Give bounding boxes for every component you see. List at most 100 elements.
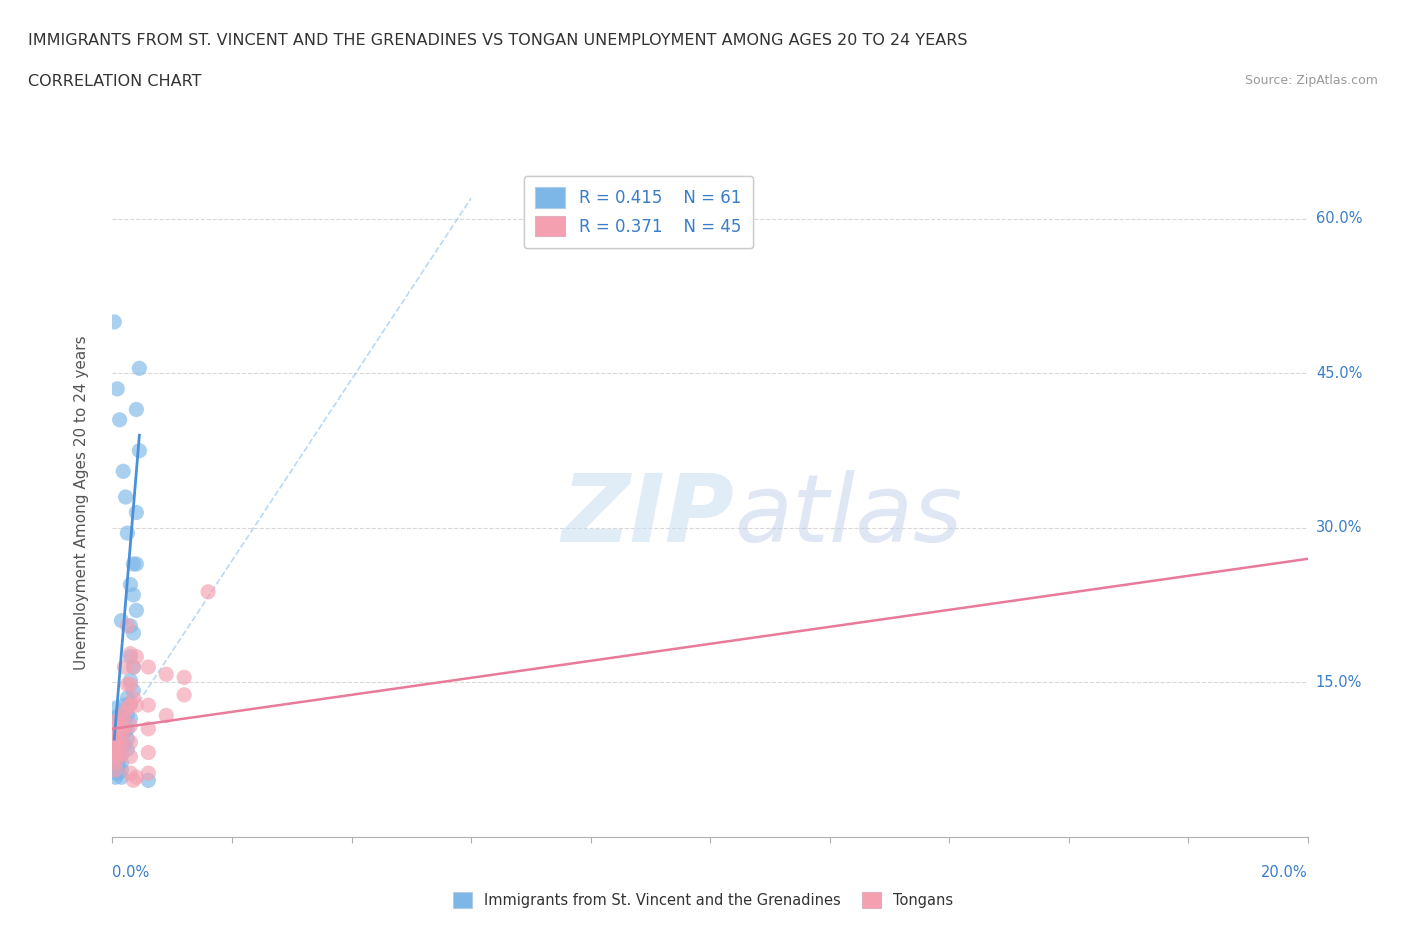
Point bbox=[120, 735, 142, 750]
Point bbox=[104, 735, 127, 750]
Point bbox=[120, 711, 142, 726]
Point bbox=[110, 714, 132, 729]
Point bbox=[107, 745, 129, 760]
Point bbox=[197, 584, 219, 599]
Point bbox=[114, 722, 135, 737]
Point bbox=[103, 314, 125, 329]
Point bbox=[114, 489, 136, 504]
Point bbox=[104, 722, 127, 737]
Point bbox=[125, 402, 148, 417]
Text: 15.0%: 15.0% bbox=[1316, 675, 1362, 690]
Point bbox=[125, 505, 148, 520]
Point bbox=[120, 673, 142, 688]
Point bbox=[107, 708, 129, 723]
Point bbox=[104, 701, 127, 716]
Point bbox=[138, 765, 160, 780]
Point bbox=[120, 698, 142, 712]
Point bbox=[120, 649, 142, 664]
Point bbox=[110, 747, 132, 762]
Point bbox=[108, 412, 131, 427]
Point bbox=[114, 706, 135, 721]
Text: ZIP: ZIP bbox=[561, 470, 734, 562]
Point bbox=[120, 765, 142, 780]
Point bbox=[122, 773, 145, 788]
Point bbox=[110, 747, 132, 762]
Point bbox=[125, 556, 148, 571]
Legend: R = 0.415    N = 61, R = 0.371    N = 45: R = 0.415 N = 61, R = 0.371 N = 45 bbox=[524, 176, 752, 248]
Point bbox=[110, 613, 132, 628]
Text: CORRELATION CHART: CORRELATION CHART bbox=[28, 74, 201, 89]
Point bbox=[117, 722, 139, 737]
Point bbox=[122, 626, 145, 641]
Point bbox=[122, 588, 145, 603]
Point bbox=[122, 659, 145, 674]
Point bbox=[117, 701, 139, 716]
Text: Source: ZipAtlas.com: Source: ZipAtlas.com bbox=[1244, 74, 1378, 87]
Point bbox=[128, 361, 150, 376]
Point bbox=[110, 737, 132, 751]
Point bbox=[122, 690, 145, 705]
Point bbox=[125, 770, 148, 785]
Point bbox=[117, 708, 139, 723]
Point bbox=[110, 726, 132, 741]
Point bbox=[138, 745, 160, 760]
Point bbox=[107, 747, 129, 762]
Point bbox=[104, 722, 127, 737]
Text: 30.0%: 30.0% bbox=[1316, 521, 1362, 536]
Point bbox=[114, 698, 135, 712]
Point bbox=[112, 464, 135, 479]
Point bbox=[117, 677, 139, 692]
Point bbox=[114, 737, 135, 751]
Point bbox=[173, 670, 195, 684]
Point bbox=[104, 755, 127, 770]
Point bbox=[104, 755, 127, 770]
Point bbox=[117, 618, 139, 633]
Point bbox=[117, 690, 139, 705]
Point bbox=[114, 659, 135, 674]
Text: 60.0%: 60.0% bbox=[1316, 211, 1362, 226]
Point bbox=[107, 752, 129, 767]
Point bbox=[104, 739, 127, 754]
Text: atlas: atlas bbox=[734, 470, 962, 561]
Point bbox=[104, 763, 127, 777]
Point bbox=[107, 718, 129, 733]
Point bbox=[125, 603, 148, 618]
Point bbox=[120, 677, 142, 692]
Point bbox=[104, 728, 127, 743]
Point bbox=[110, 770, 132, 785]
Point bbox=[114, 724, 135, 739]
Point bbox=[117, 732, 139, 747]
Point bbox=[117, 525, 139, 540]
Point bbox=[114, 711, 135, 726]
Point bbox=[120, 750, 142, 764]
Point bbox=[155, 708, 177, 723]
Y-axis label: Unemployment Among Ages 20 to 24 years: Unemployment Among Ages 20 to 24 years bbox=[75, 335, 89, 670]
Point bbox=[110, 711, 132, 726]
Point bbox=[110, 724, 132, 739]
Point bbox=[122, 659, 145, 674]
Point bbox=[138, 659, 160, 674]
Point bbox=[104, 742, 127, 757]
Point bbox=[120, 696, 142, 711]
Point bbox=[125, 649, 148, 664]
Text: 0.0%: 0.0% bbox=[112, 865, 149, 880]
Text: 45.0%: 45.0% bbox=[1316, 365, 1362, 381]
Point bbox=[125, 698, 148, 712]
Point bbox=[122, 684, 145, 698]
Point bbox=[104, 711, 127, 726]
Point bbox=[120, 578, 142, 592]
Point bbox=[104, 750, 127, 764]
Point bbox=[110, 763, 132, 777]
Text: 20.0%: 20.0% bbox=[1261, 865, 1308, 880]
Point bbox=[107, 739, 129, 754]
Legend: Immigrants from St. Vincent and the Grenadines, Tongans: Immigrants from St. Vincent and the Gren… bbox=[447, 886, 959, 913]
Point bbox=[120, 618, 142, 633]
Point bbox=[107, 765, 129, 780]
Point bbox=[104, 728, 127, 743]
Point bbox=[104, 765, 127, 780]
Point bbox=[105, 381, 128, 396]
Point bbox=[104, 745, 127, 760]
Point bbox=[128, 444, 150, 458]
Point bbox=[120, 646, 142, 661]
Point bbox=[107, 737, 129, 751]
